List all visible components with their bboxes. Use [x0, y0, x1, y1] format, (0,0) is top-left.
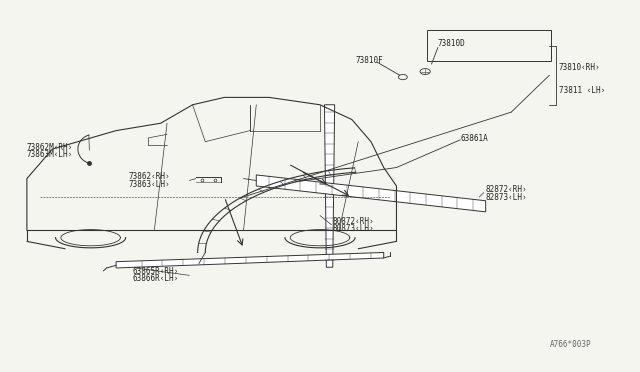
Polygon shape [324, 105, 335, 267]
Text: 73810‹RH›: 73810‹RH› [559, 63, 600, 72]
Text: 73862‹RH›: 73862‹RH› [129, 172, 170, 181]
Text: A766*003P: A766*003P [549, 340, 591, 349]
Text: 82873‹LH›: 82873‹LH› [486, 193, 527, 202]
Text: 73863‹LH›: 73863‹LH› [129, 180, 170, 189]
Text: 63866R‹LH›: 63866R‹LH› [132, 274, 179, 283]
Text: 73863M‹LH›: 73863M‹LH› [27, 150, 73, 159]
Text: 73810F: 73810F [355, 56, 383, 65]
FancyBboxPatch shape [427, 30, 550, 61]
Text: 80873‹LH›: 80873‹LH› [333, 224, 374, 233]
Polygon shape [116, 253, 384, 268]
Text: 82872‹RH›: 82872‹RH› [486, 185, 527, 194]
Text: 80872‹RH›: 80872‹RH› [333, 217, 374, 225]
Text: 73810D: 73810D [438, 39, 466, 48]
Text: 73811 ‹LH›: 73811 ‹LH› [559, 86, 605, 94]
Text: 63861A: 63861A [460, 134, 488, 142]
Polygon shape [256, 175, 486, 212]
Text: 73862M‹RH›: 73862M‹RH› [27, 143, 73, 152]
Text: 63865R‹RH›: 63865R‹RH› [132, 267, 179, 276]
